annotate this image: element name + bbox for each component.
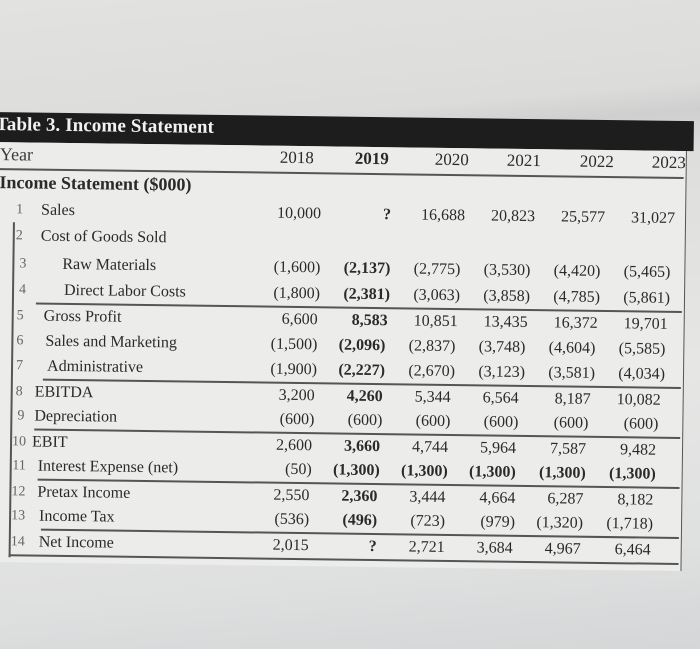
row-number: 14 <box>10 534 25 550</box>
row-number: 11 <box>12 458 26 474</box>
cell-2021: (3,530) <box>483 261 531 280</box>
row-label: Administrative <box>46 357 144 376</box>
cell-2023: 19,701 <box>623 315 668 333</box>
row-label: Sales <box>41 201 76 220</box>
cell-2023: (1,300) <box>608 465 656 483</box>
cell-2023: (1,718) <box>606 515 654 533</box>
cell-2022: (4,420) <box>553 262 601 280</box>
year-2020: 2020 <box>434 149 469 170</box>
row-number: 3 <box>19 256 27 272</box>
row-label: Income Tax <box>38 507 115 526</box>
row-number: 7 <box>15 358 24 374</box>
cell-2023: 9,482 <box>619 441 657 459</box>
cell-2021: 20,823 <box>490 207 536 226</box>
cell-2021: (1,300) <box>468 463 516 481</box>
row-number: 2 <box>15 228 23 244</box>
cell-2020: (2,837) <box>408 337 456 356</box>
row-number: 8 <box>15 384 23 400</box>
row-label: Pretax Income <box>37 483 131 502</box>
row-label: Raw Materials <box>62 255 157 275</box>
row-number: 13 <box>11 508 26 524</box>
cell-2018: 10,000 <box>276 204 322 223</box>
cell-2019: (2,137) <box>343 259 391 278</box>
cell-2018: 6,600 <box>281 310 318 329</box>
cell-2023: (600) <box>623 415 659 433</box>
year-2021: 2021 <box>506 150 541 171</box>
row-label: Depreciation <box>34 407 118 426</box>
row-label: Direct Labor Costs <box>63 281 186 301</box>
cell-2023: 6,464 <box>614 541 651 559</box>
cell-2022: (4,604) <box>548 339 596 357</box>
row-label: EBITDA <box>34 383 94 402</box>
year-2023: 2023 <box>651 152 686 173</box>
cell-2018: (1,800) <box>273 284 321 303</box>
cell-2020: 10,851 <box>413 312 458 331</box>
cell-2022: 25,577 <box>560 208 606 227</box>
row-number: 4 <box>18 282 27 298</box>
cell-2019: (2,096) <box>338 336 386 355</box>
row-number: 9 <box>17 408 25 424</box>
cell-2019: ? <box>382 206 392 224</box>
cell-2023: (5,585) <box>618 340 666 358</box>
cell-2019: 8,583 <box>351 311 388 330</box>
cell-2022: 7,587 <box>549 440 587 458</box>
row-number: 6 <box>16 333 24 349</box>
income-statement-table: Year 2018 2019 2020 2021 2022 2023 Incom… <box>0 142 687 572</box>
cell-2020: (2,775) <box>413 260 461 279</box>
cell-2022: 4,967 <box>544 540 581 558</box>
table-title: Table 3. Income Statement <box>0 114 215 138</box>
row-number: 10 <box>11 434 27 450</box>
cell-2021: (3,858) <box>483 287 531 306</box>
row-number: 1 <box>16 202 24 218</box>
cell-2021: (3,748) <box>478 338 526 356</box>
cell-2020: (3,063) <box>413 286 461 305</box>
cell-2022: (4,785) <box>553 288 601 306</box>
cell-2022: 8,187 <box>554 390 591 408</box>
cell-2018: (1,600) <box>273 258 321 277</box>
cell-2022: (1,300) <box>538 464 586 482</box>
cell-2022: 6,287 <box>547 490 584 508</box>
cell-2023: (5,861) <box>623 289 671 307</box>
cell-2021: 13,435 <box>483 313 528 332</box>
year-2019: 2019 <box>354 148 389 169</box>
row-label: Net Income <box>38 533 114 552</box>
cell-2023: 8,182 <box>617 491 654 509</box>
row-number: 5 <box>16 308 24 324</box>
cell-2022: (1,320) <box>536 514 584 532</box>
row-number: 12 <box>11 484 26 500</box>
cell-2021: 6,564 <box>482 389 519 407</box>
cell-2019: (2,381) <box>343 285 391 304</box>
cell-2021: (3,123) <box>478 363 526 381</box>
cell-2023: (4,034) <box>618 365 666 383</box>
cell-2020: 3,444 <box>409 488 446 506</box>
section-title: Income Statement ($000) <box>0 172 192 195</box>
cell-2023: 10,082 <box>616 391 661 409</box>
cell-2019: (2,227) <box>338 361 386 380</box>
cell-2022: 16,372 <box>553 314 598 332</box>
cell-2023: (5,465) <box>623 263 671 281</box>
cell-2022: (600) <box>553 414 589 432</box>
cell-2020: (723) <box>410 512 446 530</box>
row-label: Gross Profit <box>43 307 122 326</box>
row-label: EBIT <box>31 433 68 451</box>
cell-2020: 16,688 <box>420 206 466 225</box>
cell-2023: 31,027 <box>630 209 676 227</box>
year-2022: 2022 <box>579 151 614 172</box>
cell-2021: (600) <box>483 413 519 431</box>
row-label: Cost of Goods Sold <box>40 227 167 247</box>
cell-2020: (2,670) <box>408 362 456 381</box>
cell-2021: 5,964 <box>479 439 517 457</box>
year-2018: 2018 <box>279 147 314 168</box>
row-label: Interest Expense (net) <box>37 457 179 477</box>
year-label: Year <box>0 144 34 165</box>
row-label: Sales and Marketing <box>45 332 178 352</box>
cell-2022: (3,581) <box>548 364 596 382</box>
